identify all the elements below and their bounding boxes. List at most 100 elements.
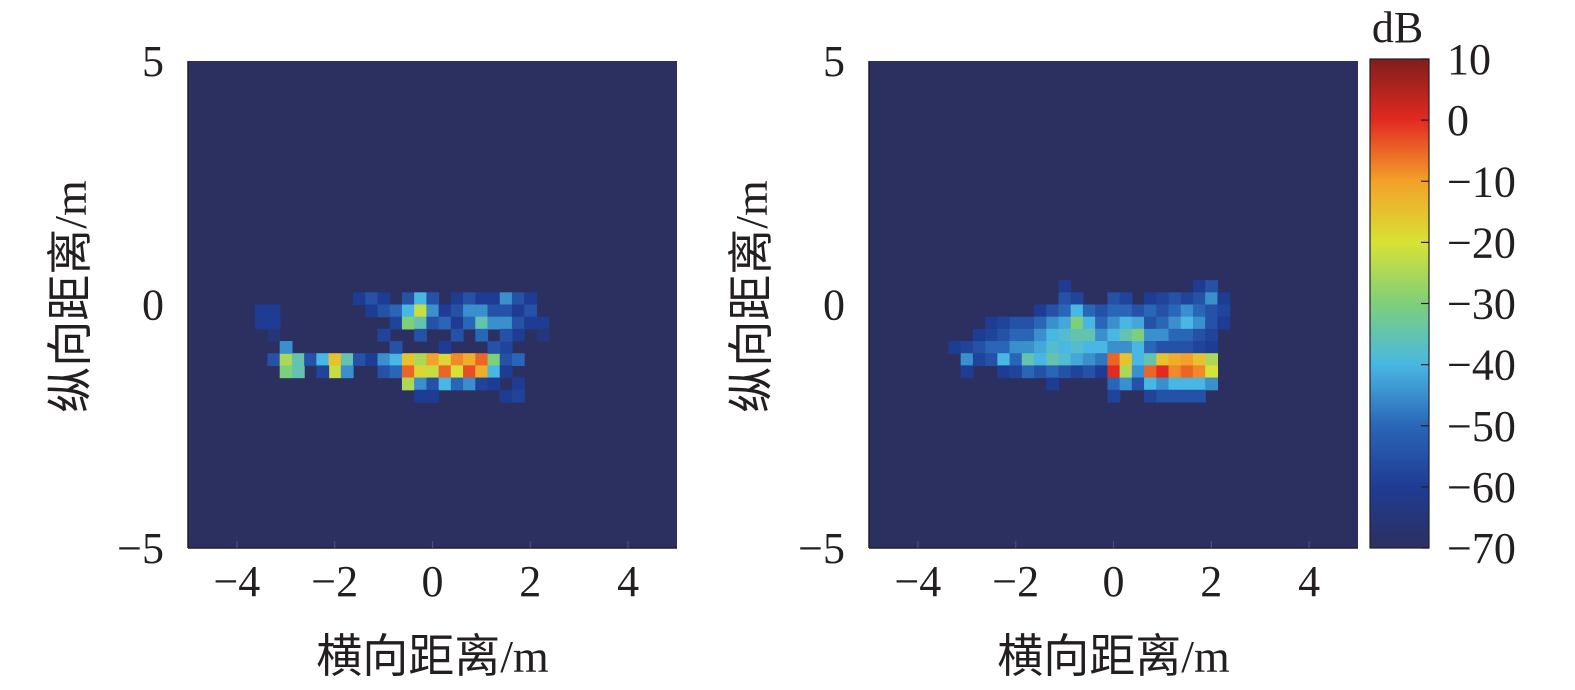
heatmap-cell bbox=[1034, 353, 1047, 366]
y-tick-label: 5 bbox=[823, 37, 845, 86]
chart-right-tick-labels: −4 −2 0 2 4 5 0 −5 bbox=[798, 37, 1320, 606]
x-tick-label: 2 bbox=[1200, 557, 1222, 606]
chart-left-axes bbox=[187, 61, 677, 549]
heatmap-cell bbox=[1180, 304, 1194, 318]
heatmap-cell bbox=[1034, 365, 1047, 379]
heatmap-cell bbox=[463, 292, 476, 306]
heatmap-cell bbox=[267, 353, 281, 366]
heatmap-cell bbox=[1119, 341, 1133, 354]
heatmap-cell bbox=[1082, 341, 1096, 354]
heatmap-cell bbox=[524, 292, 538, 306]
heatmap-cell bbox=[328, 365, 342, 379]
heatmap-cell bbox=[450, 353, 464, 366]
heatmap-cell bbox=[1144, 292, 1157, 306]
heatmap-cell bbox=[511, 377, 525, 391]
heatmap-cell bbox=[475, 353, 489, 366]
heatmap-cell bbox=[1070, 328, 1084, 342]
heatmap-cell bbox=[1058, 280, 1072, 293]
heatmap-cell bbox=[1192, 341, 1206, 354]
heatmap-cell bbox=[340, 365, 354, 379]
heatmap-cell bbox=[1168, 353, 1182, 366]
heatmap-cell bbox=[279, 341, 293, 354]
heatmap-cell bbox=[1119, 377, 1133, 391]
heatmap-cell bbox=[1021, 328, 1035, 342]
heatmap-cell bbox=[997, 353, 1011, 366]
heatmap-cell bbox=[291, 365, 305, 379]
heatmap-cell bbox=[1046, 316, 1060, 330]
heatmap-cell bbox=[524, 316, 538, 330]
heatmap-cell bbox=[1119, 365, 1133, 379]
colorbar-tick-label: −30 bbox=[1447, 280, 1516, 329]
heatmap-cell bbox=[353, 353, 366, 366]
heatmap-cell bbox=[1205, 377, 1219, 391]
heatmap-cell bbox=[985, 341, 998, 354]
chart-left-y-axis-label: 纵向距离/m bbox=[45, 180, 96, 413]
colorbar-tick-label: −50 bbox=[1447, 402, 1516, 451]
heatmap-cell bbox=[353, 292, 366, 306]
heatmap-cell bbox=[463, 365, 476, 379]
heatmap-cell bbox=[1180, 377, 1194, 391]
heatmap-cell bbox=[389, 304, 403, 318]
heatmap-cell bbox=[997, 328, 1011, 342]
colorbar-tick-label: −70 bbox=[1447, 524, 1516, 573]
heatmap-cell bbox=[499, 304, 513, 318]
heatmap-cell bbox=[1156, 316, 1170, 330]
heatmap-cell bbox=[1058, 316, 1072, 330]
heatmap-cell bbox=[1205, 292, 1219, 306]
heatmap-cell bbox=[1192, 365, 1206, 379]
heatmap-cell bbox=[316, 365, 330, 379]
heatmap-cell bbox=[475, 377, 489, 391]
heatmap-cell bbox=[426, 292, 440, 306]
heatmap-cell bbox=[1217, 316, 1231, 330]
x-tick-label: 4 bbox=[1298, 557, 1320, 606]
heatmap-cell bbox=[1009, 341, 1023, 354]
heatmap-cell bbox=[536, 316, 550, 330]
heatmap-cell bbox=[1156, 304, 1170, 318]
heatmap-cell bbox=[1192, 353, 1206, 366]
heatmap-cell bbox=[414, 328, 427, 342]
heatmap-cell bbox=[499, 292, 513, 306]
chart-left-cells bbox=[255, 292, 550, 403]
heatmap-cell bbox=[1205, 353, 1219, 366]
colorbar-tick-label: −20 bbox=[1447, 218, 1516, 267]
heatmap-cell bbox=[1205, 280, 1219, 293]
chart-left: −4 −2 0 2 4 5 0 −5 横向距离/m 纵向距离/m bbox=[45, 37, 677, 682]
heatmap-cell bbox=[1082, 304, 1096, 318]
heatmap-cell bbox=[997, 316, 1011, 330]
heatmap-cell bbox=[487, 341, 501, 354]
heatmap-cell bbox=[1168, 377, 1182, 391]
heatmap-cell bbox=[1058, 304, 1072, 318]
heatmap-cell bbox=[1021, 365, 1035, 379]
heatmap-cell bbox=[499, 316, 513, 330]
heatmap-cell bbox=[414, 365, 427, 379]
heatmap-cell bbox=[1168, 304, 1182, 318]
heatmap-cell bbox=[511, 353, 525, 366]
chart-left-tick-labels: −4 −2 0 2 4 5 0 −5 bbox=[117, 37, 639, 606]
heatmap-cell bbox=[1119, 304, 1133, 318]
chart-right-y-axis-label: 纵向距离/m bbox=[726, 180, 777, 413]
heatmap-cell bbox=[414, 389, 427, 403]
heatmap-cell bbox=[475, 316, 489, 330]
heatmap-cell bbox=[972, 328, 986, 342]
heatmap-cell bbox=[1021, 341, 1035, 354]
heatmap-cell bbox=[1144, 389, 1157, 403]
chart-right-x-axis-label: 横向距离/m bbox=[997, 631, 1230, 682]
heatmap-cell bbox=[426, 316, 440, 330]
heatmap-cell bbox=[1070, 341, 1084, 354]
heatmap-cell bbox=[438, 353, 452, 366]
chart-right-cells bbox=[948, 280, 1231, 403]
heatmap-cell bbox=[1082, 353, 1096, 366]
heatmap-cell bbox=[487, 292, 501, 306]
heatmap-cell bbox=[1144, 365, 1157, 379]
heatmap-cell bbox=[438, 304, 452, 318]
heatmap-cell bbox=[1156, 365, 1170, 379]
heatmap-cell bbox=[1180, 389, 1194, 403]
heatmap-cell bbox=[279, 353, 293, 366]
heatmap-cell bbox=[1107, 328, 1121, 342]
heatmap-cell bbox=[1034, 316, 1047, 330]
heatmap-cell bbox=[1070, 292, 1084, 306]
heatmap-cell bbox=[511, 328, 525, 342]
heatmap-cell bbox=[1119, 292, 1133, 306]
heatmap-cell bbox=[438, 365, 452, 379]
heatmap-cell bbox=[487, 377, 501, 391]
